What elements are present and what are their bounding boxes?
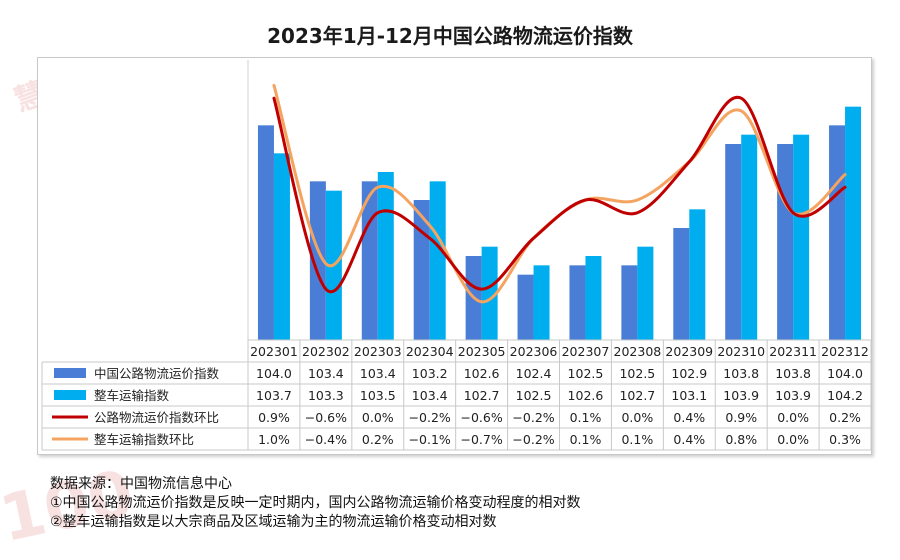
data-label: 0.1% [570, 432, 602, 447]
data-label: 103.4 [360, 366, 396, 381]
bar-freight-index [829, 125, 846, 340]
data-label: 102.6 [568, 388, 604, 403]
bar-truckload-index [273, 153, 290, 340]
data-label: −0.6% [461, 410, 503, 425]
legend-label: 整车运输指数 [94, 388, 170, 403]
definition-note-2: ②整车运输指数是以大宗商品及区域运输为主的物流运输价格变动相对数 [50, 514, 497, 530]
chart-svg: 202301 202302 202303 202304 202305 202306 2023… [41, 60, 871, 451]
data-label: 104.0 [256, 366, 292, 381]
data-label: 0.1% [621, 432, 653, 447]
category-label: 202307 [562, 344, 610, 359]
data-label: 0.0% [621, 410, 653, 425]
data-label: 103.5 [360, 388, 396, 403]
category-label: 202301 [250, 344, 298, 359]
data-label: −0.4% [305, 432, 347, 447]
data-label: 0.0% [777, 432, 809, 447]
data-label: 0.8% [725, 432, 757, 447]
bar-freight-index [569, 265, 586, 340]
data-label: 0.9% [258, 410, 290, 425]
bar-truckload-index [845, 106, 862, 340]
data-label: −0.6% [305, 410, 347, 425]
data-label: 103.8 [723, 366, 759, 381]
data-label: 0.9% [725, 410, 757, 425]
category-label: 202309 [665, 344, 713, 359]
bar-freight-index [777, 144, 794, 340]
data-label: −0.2% [409, 410, 451, 425]
data-label: −0.1% [409, 432, 451, 447]
category-label: 202302 [302, 344, 350, 359]
legend-swatch [54, 368, 86, 378]
chart-frame: 202301 202302 202303 202304 202305 202306 2023… [37, 57, 872, 455]
data-label: 102.5 [568, 366, 604, 381]
data-label: 0.4% [673, 432, 705, 447]
bar-truckload-index [585, 256, 602, 340]
data-label: −0.2% [512, 432, 554, 447]
bar-freight-index [673, 228, 690, 340]
data-label: 103.1 [671, 388, 707, 403]
line-freight-mom [272, 95, 847, 294]
data-label: 0.3% [829, 432, 861, 447]
data-label: 103.4 [308, 366, 344, 381]
data-label: 103.8 [775, 366, 811, 381]
data-label: 103.9 [775, 388, 811, 403]
data-label: 104.0 [827, 366, 863, 381]
data-label: 0.2% [829, 410, 861, 425]
data-label: 104.2 [827, 388, 863, 403]
bar-freight-index [725, 144, 742, 340]
category-label: 202305 [458, 344, 506, 359]
data-label: 103.9 [723, 388, 759, 403]
category-label: 202303 [354, 344, 402, 359]
data-label: 0.4% [673, 410, 705, 425]
category-label: 202304 [406, 344, 454, 359]
data-label: 0.2% [362, 432, 394, 447]
data-label: 102.7 [619, 388, 655, 403]
data-label: 103.4 [412, 388, 448, 403]
data-label: −0.2% [512, 410, 554, 425]
notes: 数据来源：中国物流信息中心 ①中国公路物流运价指数是反映一定时期内，国内公路物流… [50, 475, 581, 532]
legend-label: 公路物流运价指数环比 [94, 410, 219, 425]
bar-truckload-index [377, 172, 394, 340]
data-label: 102.6 [464, 366, 500, 381]
data-label: −0.7% [461, 432, 503, 447]
legend-label: 中国公路物流运价指数 [94, 366, 220, 381]
data-label: 1.0% [258, 432, 290, 447]
definition-note-1: ①中国公路物流运价指数是反映一定时期内，国内公路物流运输价格变动程度的相对数 [50, 495, 581, 511]
legend-swatch [54, 390, 86, 400]
bar-freight-index [309, 181, 326, 340]
data-label: 0.0% [362, 410, 394, 425]
category-label: 202310 [717, 344, 765, 359]
category-label: 202308 [614, 344, 662, 359]
bar-freight-index [361, 181, 378, 340]
data-label: 102.5 [516, 388, 552, 403]
bar-truckload-index [429, 181, 446, 340]
bar-truckload-index [741, 134, 758, 340]
category-label: 202312 [821, 344, 869, 359]
data-label: 0.0% [777, 410, 809, 425]
bar-freight-index [257, 125, 274, 340]
bar-freight-index [621, 265, 638, 340]
data-label: 102.9 [671, 366, 707, 381]
data-label: 0.1% [570, 410, 602, 425]
category-label: 202306 [510, 344, 558, 359]
bar-truckload-index [637, 246, 654, 340]
line-truckload-mom [272, 83, 847, 304]
bar-truckload-index [481, 246, 498, 340]
data-label: 102.7 [464, 388, 500, 403]
data-label: 102.5 [619, 366, 655, 381]
data-label: 103.3 [308, 388, 344, 403]
bar-freight-index [517, 274, 534, 340]
category-label: 202311 [769, 344, 817, 359]
chart-title: 2023年1月-12月中国公路物流运价指数 [267, 24, 633, 48]
bar-truckload-index [793, 134, 810, 340]
legend-label: 整车运输指数环比 [94, 432, 194, 447]
bar-truckload-index [533, 265, 550, 340]
data-label: 102.4 [516, 366, 552, 381]
source-note: 数据来源：中国物流信息中心 [50, 476, 232, 492]
data-label: 103.2 [412, 366, 448, 381]
bar-truckload-index [689, 209, 706, 340]
data-label: 103.7 [256, 388, 292, 403]
